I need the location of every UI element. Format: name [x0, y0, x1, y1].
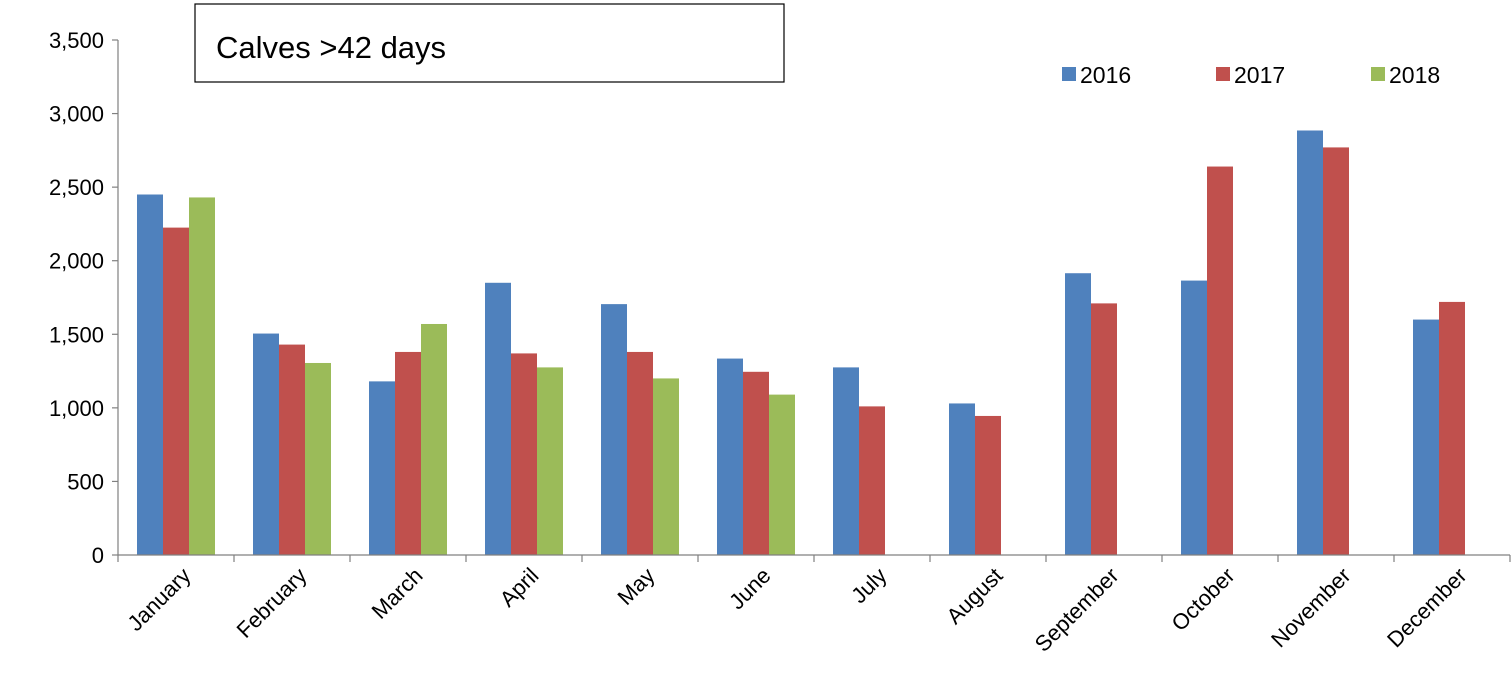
- bar-2017-august: [975, 415, 1001, 555]
- x-tick-label-may: May: [612, 563, 659, 610]
- x-tick-label-january: January: [123, 563, 196, 636]
- x-tick-label-march: March: [367, 563, 428, 624]
- y-tick-label: 2,000: [49, 249, 104, 274]
- bar-2016-june: [717, 358, 743, 555]
- title-frame: [194, 3, 785, 83]
- x-tick-labels: January February March April May June July Augu…: [123, 563, 1472, 657]
- bar-2018-april: [537, 367, 563, 555]
- y-tick-label: 2,500: [49, 175, 104, 200]
- legend-swatch-2016: [1062, 67, 1076, 81]
- y-tick-labels: 0 500 1,000 1,500 2,000 2,500 3,000 3,500: [49, 28, 104, 568]
- bar-2017-june: [743, 371, 769, 555]
- bar-2016-september: [1065, 273, 1091, 555]
- x-tick-label-december: December: [1382, 563, 1471, 652]
- bar-2016-april: [485, 282, 511, 555]
- y-tick-label: 1,000: [49, 396, 104, 421]
- legend: 2016 2017 2018: [1062, 62, 1440, 88]
- x-tick-label-april: April: [495, 563, 544, 612]
- bar-2017-march: [395, 351, 421, 555]
- y-tick-label: 3,000: [49, 102, 104, 127]
- x-tick-label-february: February: [232, 563, 312, 643]
- bar-2016-november: [1297, 130, 1323, 555]
- title-box: Calves >42 days: [194, 3, 785, 83]
- y-tick-label: 0: [92, 543, 104, 568]
- bar-2016-july: [833, 367, 859, 555]
- bar-2018-february: [305, 362, 331, 555]
- bar-2016-february: [253, 333, 279, 555]
- axes-group: [112, 39, 1511, 562]
- bar-2018-january: [189, 197, 215, 555]
- bar-2016-march: [369, 381, 395, 555]
- legend-label-2017: 2017: [1234, 62, 1285, 88]
- legend-swatch-2018: [1371, 67, 1385, 81]
- bar-2017-february: [279, 344, 305, 555]
- bar-2016-december: [1413, 319, 1439, 555]
- x-tick-label-september: September: [1030, 563, 1124, 657]
- bar-2016-october: [1181, 280, 1207, 555]
- legend-swatch-2017: [1216, 67, 1230, 81]
- bar-2017-december: [1439, 301, 1465, 555]
- x-tick-label-june: June: [724, 563, 775, 614]
- bar-2017-may: [627, 351, 653, 555]
- x-tick-label-july: July: [846, 563, 891, 608]
- bars-group: [137, 130, 1465, 556]
- bar-2017-april: [511, 353, 537, 555]
- x-tick-label-november: November: [1266, 563, 1355, 652]
- y-tick-label: 3,500: [49, 28, 104, 53]
- bar-2018-june: [769, 394, 795, 555]
- y-tick-label: 500: [67, 469, 104, 494]
- bar-2017-november: [1323, 147, 1349, 555]
- legend-label-2016: 2016: [1080, 62, 1131, 88]
- legend-label-2018: 2018: [1389, 62, 1440, 88]
- x-tick-label-october: October: [1167, 563, 1240, 636]
- x-tick-label-august: August: [941, 563, 1007, 629]
- bar-2017-january: [163, 227, 189, 555]
- bar-2018-may: [653, 378, 679, 555]
- bar-2018-march: [421, 323, 447, 555]
- y-tick-label: 1,500: [49, 322, 104, 347]
- bar-2016-august: [949, 403, 975, 555]
- bar-2017-october: [1207, 166, 1233, 556]
- bar-2017-july: [859, 406, 885, 555]
- bar-2016-january: [137, 194, 163, 555]
- chart-title: Calves >42 days: [216, 30, 446, 65]
- bar-2016-may: [601, 304, 627, 555]
- bar-2017-september: [1091, 303, 1117, 555]
